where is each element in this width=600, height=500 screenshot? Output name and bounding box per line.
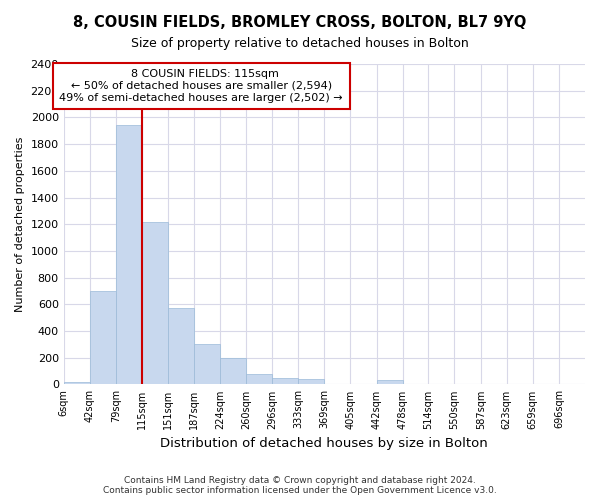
Text: 8, COUSIN FIELDS, BROMLEY CROSS, BOLTON, BL7 9YQ: 8, COUSIN FIELDS, BROMLEY CROSS, BOLTON,…: [73, 15, 527, 30]
X-axis label: Distribution of detached houses by size in Bolton: Distribution of detached houses by size …: [160, 437, 488, 450]
Bar: [377, 380, 403, 384]
Text: Contains HM Land Registry data © Crown copyright and database right 2024.
Contai: Contains HM Land Registry data © Crown c…: [103, 476, 497, 495]
Bar: [116, 126, 142, 384]
Y-axis label: Number of detached properties: Number of detached properties: [15, 136, 25, 312]
Bar: [272, 378, 298, 384]
Bar: [142, 222, 168, 384]
Bar: [246, 374, 272, 384]
Bar: [64, 382, 89, 384]
Bar: [89, 291, 116, 384]
Text: 8 COUSIN FIELDS: 115sqm
← 50% of detached houses are smaller (2,594)
49% of semi: 8 COUSIN FIELDS: 115sqm ← 50% of detache…: [59, 70, 343, 102]
Bar: [168, 308, 194, 384]
Text: Size of property relative to detached houses in Bolton: Size of property relative to detached ho…: [131, 38, 469, 51]
Bar: [194, 344, 220, 384]
Bar: [220, 358, 246, 384]
Bar: [298, 380, 325, 384]
